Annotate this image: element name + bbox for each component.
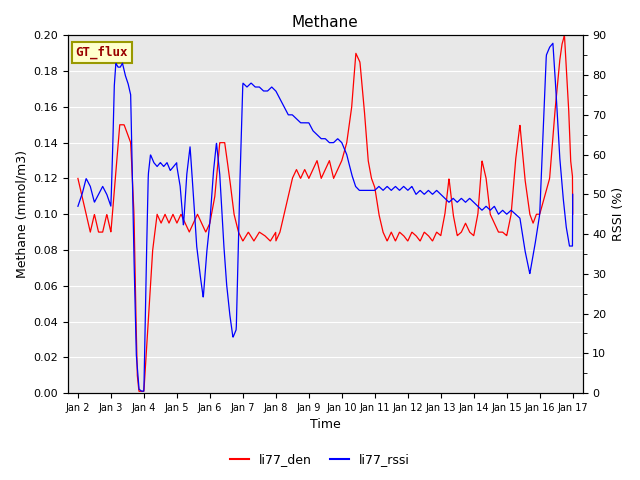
- X-axis label: Time: Time: [310, 419, 340, 432]
- Y-axis label: RSSI (%): RSSI (%): [612, 187, 625, 241]
- Title: Methane: Methane: [292, 15, 358, 30]
- Y-axis label: Methane (mmol/m3): Methane (mmol/m3): [15, 150, 28, 278]
- Legend: li77_den, li77_rssi: li77_den, li77_rssi: [225, 448, 415, 471]
- Text: GT_flux: GT_flux: [76, 46, 128, 60]
